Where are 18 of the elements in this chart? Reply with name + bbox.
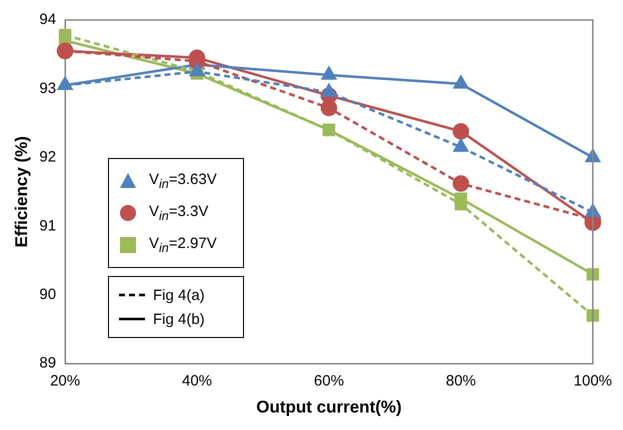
legend-label: V$_{in}$=3.3V (149, 203, 208, 223)
x-tick-label: 80% (446, 372, 476, 390)
x-tick-label: 20% (50, 372, 80, 390)
legend-label: V$_{in}$=2.97V (149, 235, 217, 255)
annotation: Fig 4(b) (153, 310, 205, 328)
x-tick-label: 100% (574, 372, 612, 390)
y-tick-label: 90 (39, 286, 56, 304)
y-tick-label: 91 (39, 217, 56, 234)
y-tick-label: 93 (39, 80, 56, 97)
x-tick-label: 60% (314, 372, 344, 390)
y-axis-title: Efficiency (%) (12, 136, 31, 248)
y-tick-label: 92 (39, 148, 56, 166)
x-tick-label: 40% (182, 372, 212, 390)
y-tick-label: 94 (39, 11, 56, 28)
x-axis-title: Output current(%) (256, 397, 402, 416)
y-tick-label: 89 (39, 354, 56, 372)
annotation: Fig 4(a) (153, 286, 205, 304)
legend-label: V$_{in}$=3.63V (149, 171, 217, 191)
